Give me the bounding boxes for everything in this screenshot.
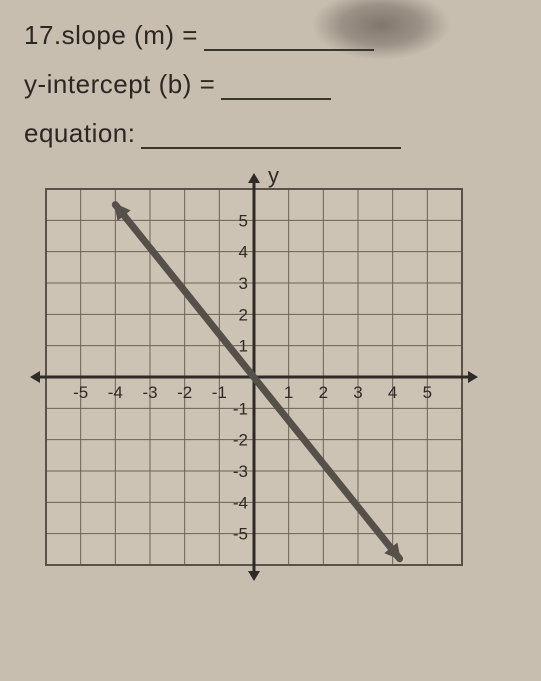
yintercept-label: y-intercept (b) =	[24, 69, 215, 100]
svg-text:4: 4	[388, 383, 397, 402]
graph-svg: -5-4-3-2-11234554321-1-2-3-4-5xy	[24, 167, 484, 587]
equation-blank	[141, 127, 401, 149]
equation-label: equation:	[24, 118, 135, 149]
svg-text:-3: -3	[233, 462, 248, 481]
yintercept-line: y-intercept (b) =	[24, 69, 517, 100]
problem-number: 17.	[24, 20, 62, 51]
svg-text:3: 3	[353, 383, 362, 402]
svg-text:4: 4	[239, 243, 248, 262]
svg-text:2: 2	[239, 305, 248, 324]
svg-text:-1: -1	[212, 383, 227, 402]
svg-text:-2: -2	[233, 431, 248, 450]
svg-text:2: 2	[319, 383, 328, 402]
svg-text:5: 5	[423, 383, 432, 402]
svg-text:1: 1	[239, 337, 248, 356]
slope-label: slope (m) =	[62, 20, 198, 51]
coordinate-graph: -5-4-3-2-11234554321-1-2-3-4-5xy	[24, 167, 484, 587]
slope-line: 17. slope (m) =	[24, 20, 517, 51]
svg-text:-4: -4	[233, 493, 248, 512]
svg-text:-2: -2	[177, 383, 192, 402]
yintercept-blank	[221, 78, 331, 100]
svg-text:y: y	[268, 167, 279, 188]
svg-text:5: 5	[239, 211, 248, 230]
svg-text:-3: -3	[142, 383, 157, 402]
equation-line: equation:	[24, 118, 517, 149]
slope-blank	[204, 29, 374, 51]
svg-text:1: 1	[284, 383, 293, 402]
svg-text:-1: -1	[233, 399, 248, 418]
svg-text:3: 3	[239, 274, 248, 293]
svg-text:-5: -5	[73, 383, 88, 402]
svg-text:-4: -4	[108, 383, 123, 402]
svg-text:-5: -5	[233, 525, 248, 544]
